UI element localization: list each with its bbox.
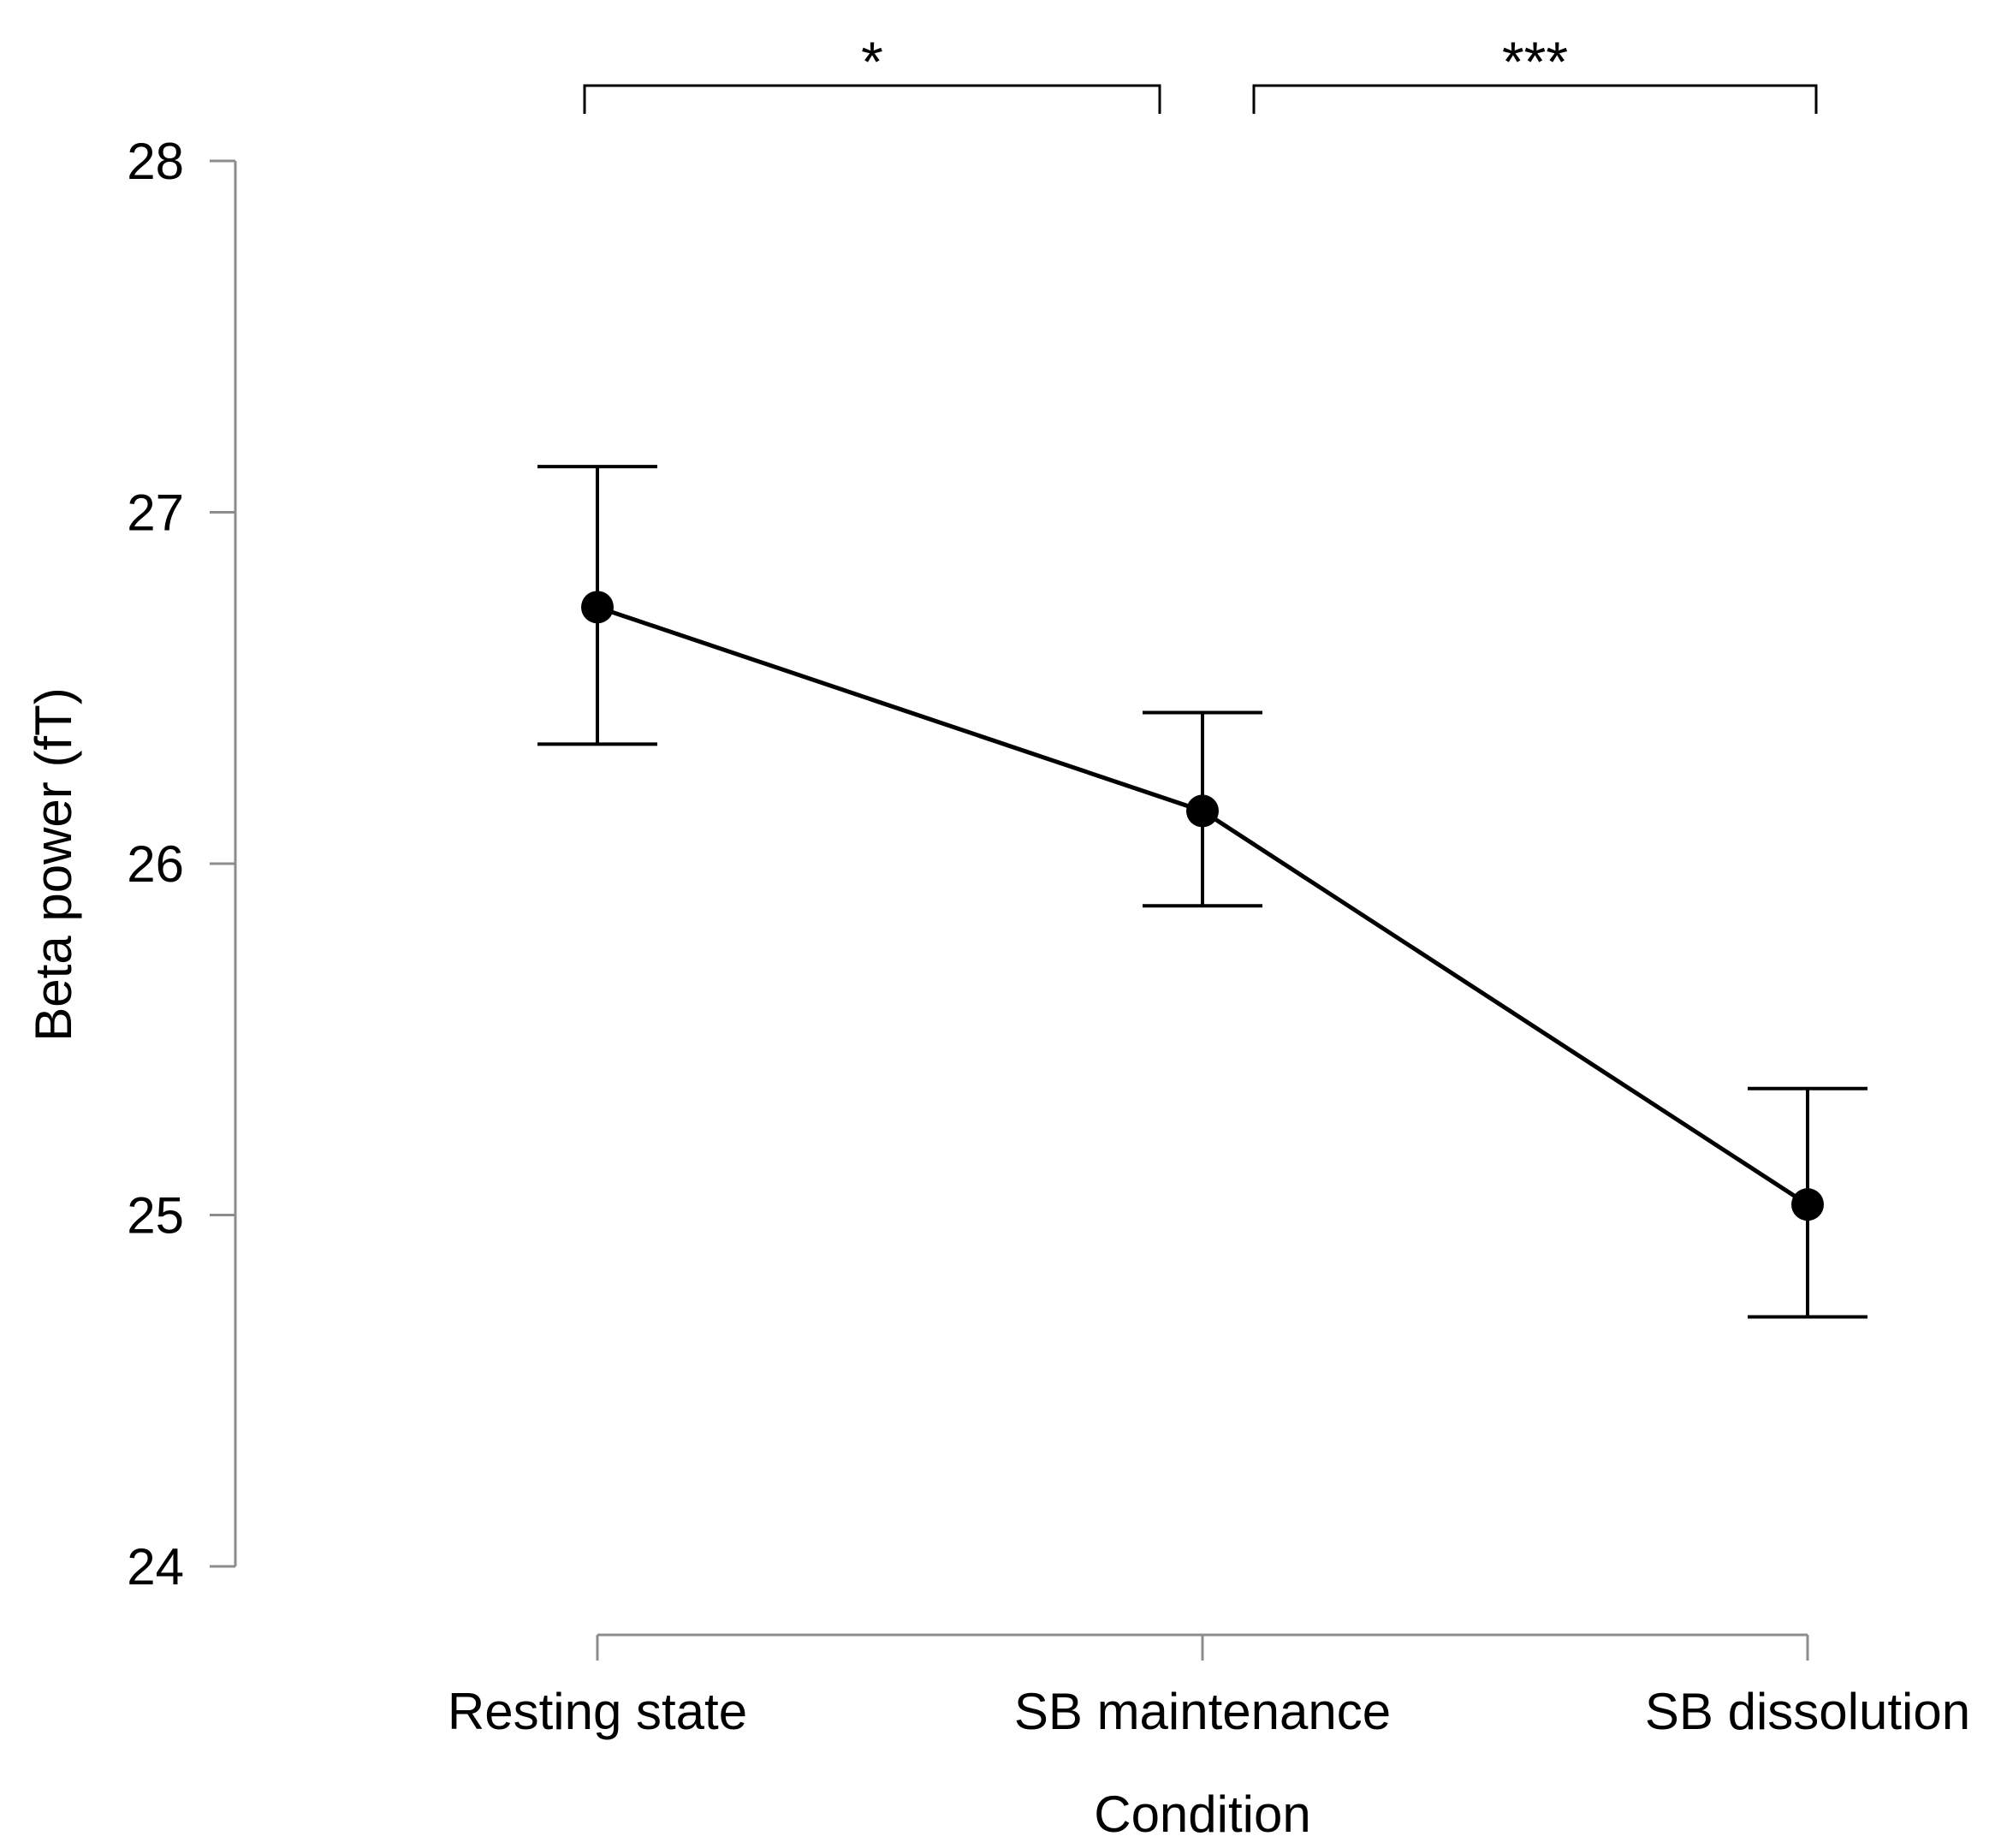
y-tick-label: 24: [127, 1538, 184, 1595]
x-axis: Resting state SB maintenance SB dissolutio…: [448, 1633, 1970, 1740]
y-tick-label: 25: [127, 1187, 184, 1245]
data-point: [1186, 794, 1219, 828]
y-tick-label: 28: [127, 133, 184, 190]
significance-label: ***: [1502, 30, 1568, 93]
x-tick-label: SB dissolution: [1645, 1683, 1970, 1740]
significance-bracket: [583, 84, 1161, 114]
y-tick-label: 27: [127, 484, 184, 542]
x-tick-label: SB maintenance: [1014, 1683, 1391, 1740]
data-point: [1791, 1188, 1824, 1221]
x-axis-title: Condition: [1094, 1786, 1311, 1843]
y-axis: 24 25 26 27 28: [127, 133, 237, 1595]
significance-label: *: [861, 30, 883, 93]
data-points: [581, 591, 1824, 1221]
y-tick-label: 26: [127, 835, 184, 893]
data-point: [581, 591, 614, 624]
y-axis-title: Beta power (fT): [25, 687, 82, 1041]
error-bars: [537, 465, 1867, 1319]
significance-group: * ***: [583, 30, 1818, 114]
significance-bracket: [1252, 84, 1818, 114]
x-tick-label: Resting state: [448, 1683, 747, 1740]
